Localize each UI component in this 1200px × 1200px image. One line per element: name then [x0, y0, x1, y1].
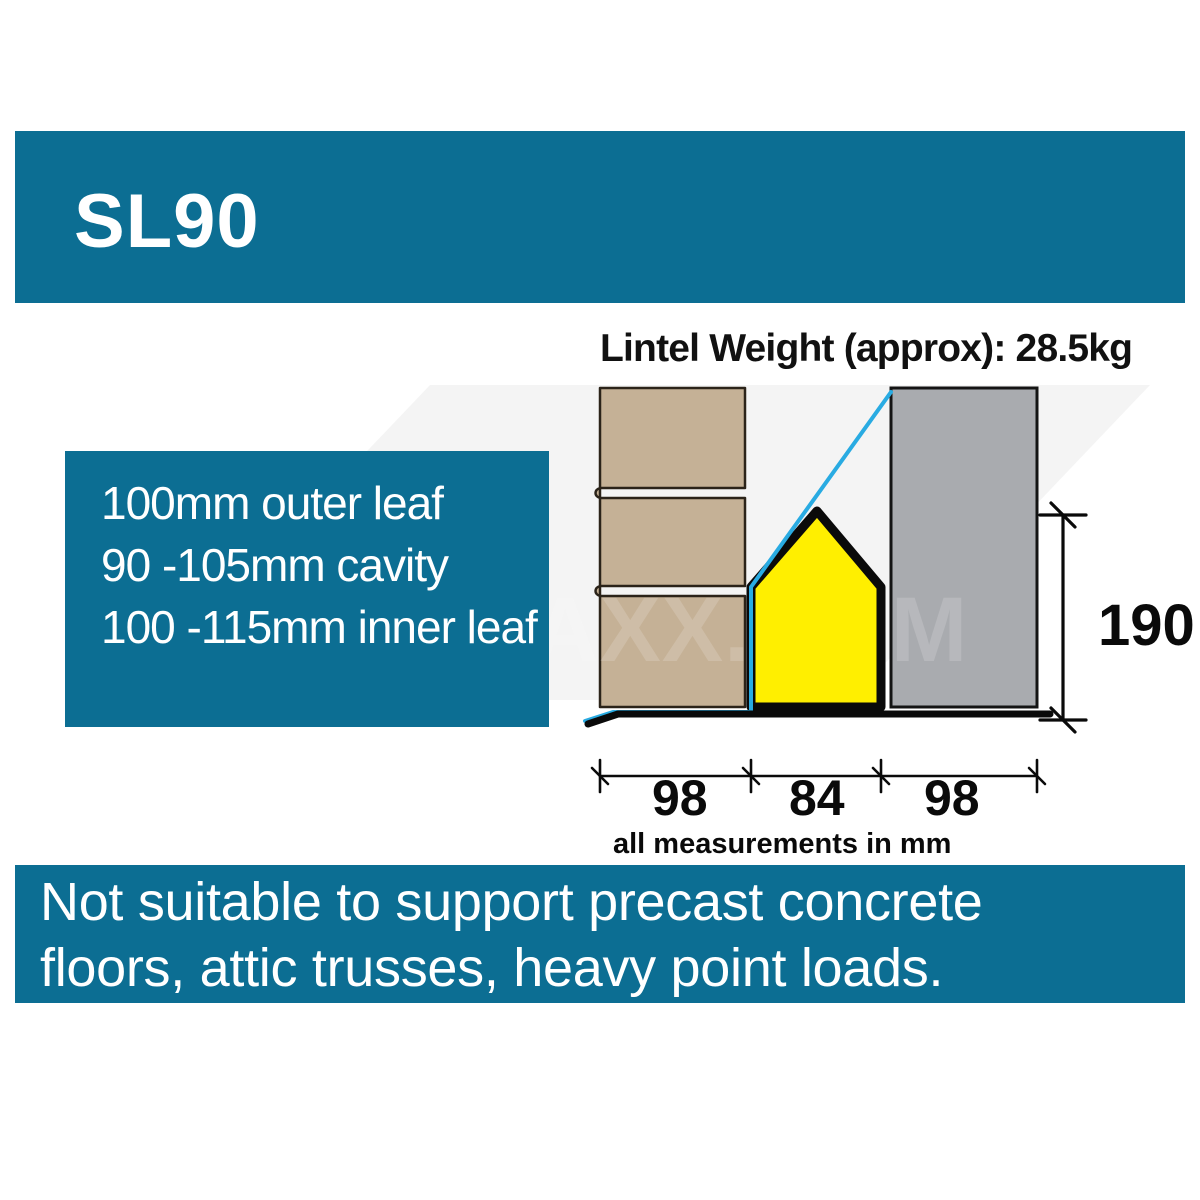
- svg-text:98: 98: [652, 770, 708, 826]
- svg-text:84: 84: [789, 770, 845, 826]
- svg-text:98: 98: [924, 770, 980, 826]
- svg-text:all measurements in mm: all measurements in mm: [613, 828, 951, 860]
- svg-text:190: 190: [1098, 593, 1195, 658]
